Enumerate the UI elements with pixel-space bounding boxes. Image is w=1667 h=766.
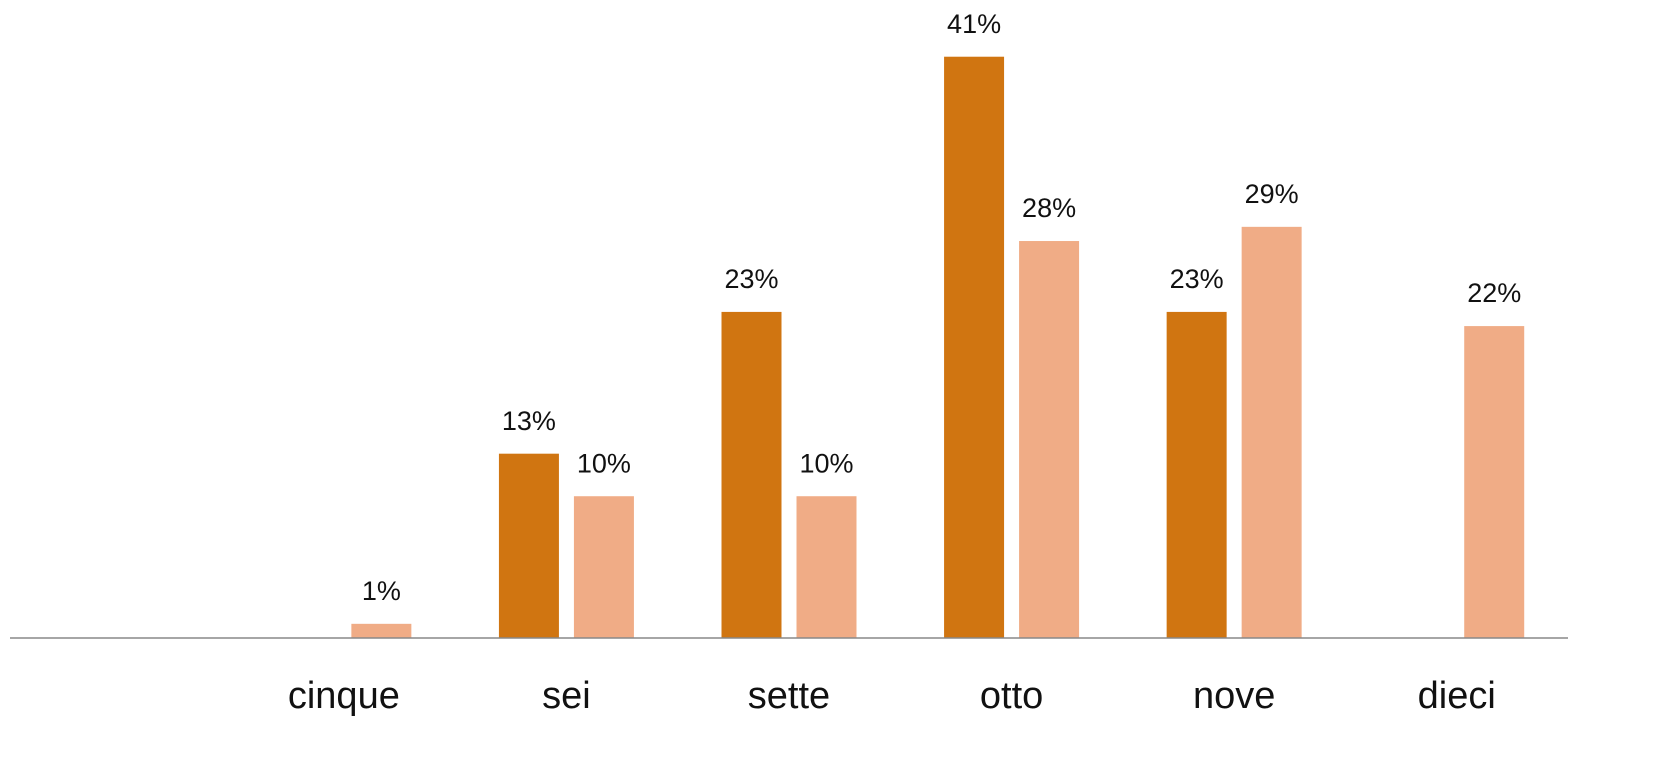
bar <box>351 623 412 638</box>
bar <box>498 453 559 638</box>
bar <box>573 496 634 638</box>
x-tick-label: sei <box>542 675 591 717</box>
value-label: 41% <box>947 9 1001 39</box>
value-label: 23% <box>724 264 778 294</box>
x-tick-label: dieci <box>1418 675 1496 717</box>
bar <box>1464 326 1525 638</box>
x-tick-label: otto <box>980 675 1043 717</box>
bar <box>1019 241 1080 638</box>
bar <box>796 496 857 638</box>
value-label: 13% <box>502 406 556 436</box>
bar <box>721 311 782 638</box>
bar <box>1166 311 1227 638</box>
x-tick-label: cinque <box>288 675 400 717</box>
value-label: 28% <box>1022 193 1076 223</box>
value-label: 10% <box>799 448 853 478</box>
bar <box>944 56 1005 638</box>
bar <box>1241 226 1302 638</box>
x-tick-label: sette <box>748 675 830 717</box>
x-tick-label: nove <box>1193 675 1275 717</box>
value-label: 1% <box>362 576 401 606</box>
value-label: 29% <box>1245 179 1299 209</box>
value-label: 22% <box>1467 278 1521 308</box>
value-label: 23% <box>1170 264 1224 294</box>
value-label: 10% <box>577 448 631 478</box>
